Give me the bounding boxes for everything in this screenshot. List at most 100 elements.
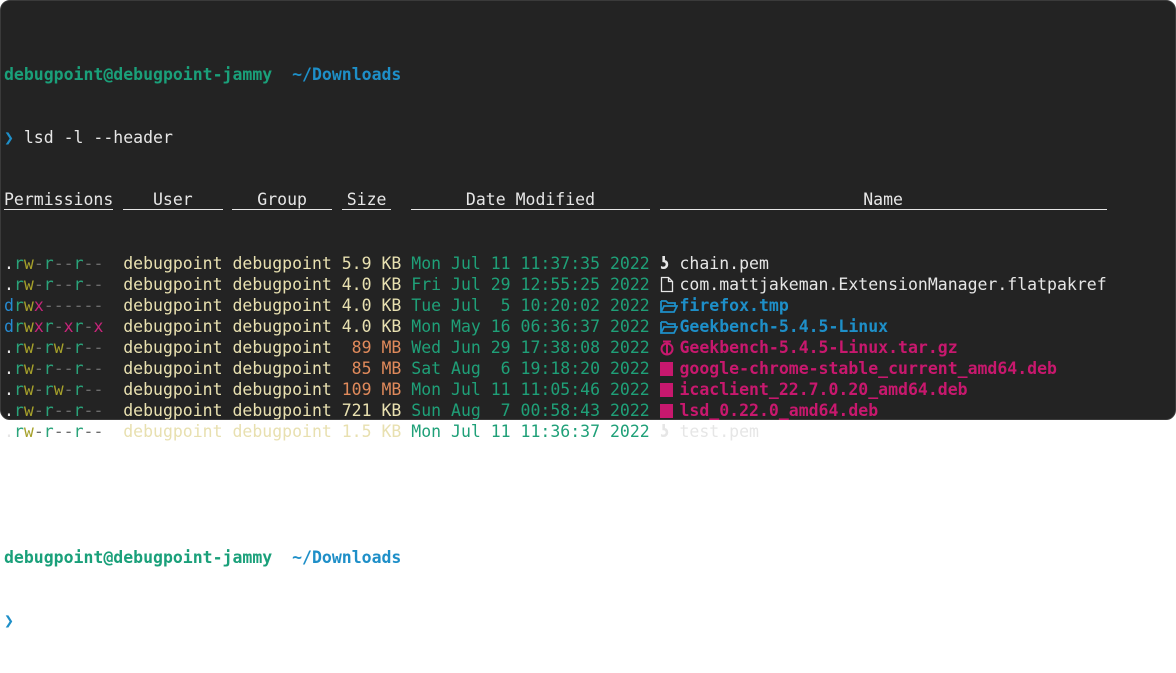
command-line: ❯ lsd -l --header xyxy=(4,127,401,148)
file-name-text: icaclient_22.7.0.20_amd64.deb xyxy=(679,380,968,399)
file-name-text: firefox.tmp xyxy=(679,296,789,315)
date-modified: Mon May 16 06:36:37 2022 xyxy=(411,317,650,336)
date-modified: Mon Jul 11 11:36:37 2022 xyxy=(411,422,650,441)
command-text: lsd -l --header xyxy=(23,128,173,147)
file-name-text: test.pem xyxy=(679,422,759,441)
file-name[interactable]: icaclient_22.7.0.20_amd64.deb xyxy=(659,379,968,400)
size: 109 MB xyxy=(341,380,402,399)
file-name[interactable]: Geekbench-5.4.5-Linux xyxy=(659,316,889,337)
permissions: .rw-rw-r-- xyxy=(4,380,104,399)
size: 4.0 KB xyxy=(341,317,402,336)
permissions: .rw-r--r-- xyxy=(4,254,104,273)
prompt-user-host: debugpoint@debugpoint-jammy xyxy=(4,548,273,567)
size: 5.9 KB xyxy=(341,254,402,273)
user: debugpoint xyxy=(123,254,223,273)
user: debugpoint xyxy=(123,296,223,315)
group: debugpoint xyxy=(232,254,332,273)
permissions: drwxr-xr-x xyxy=(4,317,104,336)
file-row[interactable]: .rw-r--r-- debugpoint debugpoint 85 MB Sat … xyxy=(4,358,1057,379)
package-icon xyxy=(659,400,680,421)
permissions: drwx------ xyxy=(4,296,104,315)
user: debugpoint xyxy=(123,338,223,357)
prompt-line: debugpoint@debugpoint-jammy ~/Downloads xyxy=(4,547,401,568)
key-icon: ʖ xyxy=(659,422,670,441)
date-modified: Wed Jun 29 17:38:08 2022 xyxy=(411,338,650,357)
file-row[interactable]: drwx------ debugpoint debugpoint 4.0 KB Tue … xyxy=(4,295,789,316)
permissions: .rw-r--r-- xyxy=(4,422,104,441)
header-date: Date Modified xyxy=(411,190,650,210)
blank-line xyxy=(4,484,401,505)
input-line[interactable]: ❯ xyxy=(4,610,401,631)
file-row[interactable]: .rw-rw-r-- debugpoint debugpoint 89 MB Wed … xyxy=(4,337,958,358)
size: 721 KB xyxy=(341,401,402,420)
header-user: User xyxy=(123,190,223,210)
package-icon xyxy=(659,358,680,379)
prompt-user-host: debugpoint@debugpoint-jammy xyxy=(4,65,273,84)
date-modified: Mon Jul 11 11:05:46 2022 xyxy=(411,380,650,399)
prompt-chevron-icon: ❯ xyxy=(4,128,14,147)
date-modified: Tue Jul 5 10:20:02 2022 xyxy=(411,296,650,315)
file-name-text: lsd_0.22.0_amd64.deb xyxy=(679,401,879,420)
user: debugpoint xyxy=(123,317,223,336)
file-row[interactable]: .rw-r--r-- debugpoint debugpoint 721 KB Sun … xyxy=(4,400,878,421)
prompt-path: ~/Downloads xyxy=(292,65,402,84)
file-name[interactable]: com.mattjakeman.ExtensionManager.flatpak… xyxy=(660,274,1107,295)
terminal-window: debugpoint@debugpoint-jammy ~/Downloads … xyxy=(0,0,1176,630)
user: debugpoint xyxy=(123,275,223,294)
group: debugpoint xyxy=(232,296,332,315)
user: debugpoint xyxy=(123,380,223,399)
user: debugpoint xyxy=(123,401,223,420)
file-name-text: Geekbench-5.4.5-Linux xyxy=(679,317,889,336)
group: debugpoint xyxy=(232,338,332,357)
key-icon: ʖ xyxy=(659,254,670,273)
file-name[interactable]: google-chrome-stable_current_amd64.deb xyxy=(659,358,1057,379)
date-modified: Sun Aug 7 00:58:43 2022 xyxy=(411,401,650,420)
file-name[interactable]: ʖ test.pem xyxy=(660,421,759,442)
user: debugpoint xyxy=(123,422,223,441)
file-row[interactable]: .rw-rw-r-- debugpoint debugpoint 109 MB Mon … xyxy=(4,379,968,400)
file-row[interactable]: .rw-r--r-- debugpoint debugpoint 5.9 KB Mon … xyxy=(4,253,769,274)
group: debugpoint xyxy=(232,359,332,378)
group: debugpoint xyxy=(232,275,332,294)
file-name[interactable]: firefox.tmp xyxy=(659,295,789,316)
file-name-text: chain.pem xyxy=(679,254,769,273)
prompt-line: debugpoint@debugpoint-jammy ~/Downloads xyxy=(4,64,401,85)
file-row[interactable]: .rw-r--r-- debugpoint debugpoint 1.5 KB Mon … xyxy=(4,421,759,442)
archive-icon xyxy=(660,337,680,358)
date-modified: Fri Jul 29 12:55:25 2022 xyxy=(411,275,650,294)
file-icon xyxy=(660,274,680,295)
file-list: .rw-r--r-- debugpoint debugpoint 5.9 KB Mon … xyxy=(4,253,1107,442)
file-name-text: Geekbench-5.4.5-Linux.tar.gz xyxy=(679,338,958,357)
group: debugpoint xyxy=(232,401,332,420)
permissions: .rw-r--r-- xyxy=(4,275,104,294)
permissions: .rw-rw-r-- xyxy=(4,338,104,357)
size: 4.0 KB xyxy=(341,296,402,315)
prompt-path: ~/Downloads xyxy=(292,548,402,567)
folder-icon xyxy=(659,316,680,337)
group: debugpoint xyxy=(232,422,332,441)
file-row[interactable]: .rw-r--r-- debugpoint debugpoint 4.0 KB Fri … xyxy=(4,274,1107,295)
folder-icon xyxy=(659,295,680,316)
size: 4.0 KB xyxy=(341,275,402,294)
header-permissions: Permissions xyxy=(4,190,114,210)
date-modified: Sat Aug 6 19:18:20 2022 xyxy=(411,359,650,378)
file-name[interactable]: lsd_0.22.0_amd64.deb xyxy=(659,400,879,421)
size: 89 MB xyxy=(341,338,402,357)
header-name: Name xyxy=(659,190,1107,210)
file-name[interactable]: ʖ chain.pem xyxy=(660,253,769,274)
size: 1.5 KB xyxy=(341,422,402,441)
table-header: Permissions User Group Size Date Modifie… xyxy=(4,190,1107,211)
file-name-text: com.mattjakeman.ExtensionManager.flatpak… xyxy=(679,275,1107,294)
file-row[interactable]: drwxr-xr-x debugpoint debugpoint 4.0 KB Mon … xyxy=(4,316,888,337)
permissions: .rw-r--r-- xyxy=(4,401,104,420)
group: debugpoint xyxy=(232,317,332,336)
file-name[interactable]: Geekbench-5.4.5-Linux.tar.gz xyxy=(660,337,958,358)
package-icon xyxy=(659,379,680,400)
file-name-text: google-chrome-stable_current_amd64.deb xyxy=(679,359,1057,378)
date-modified: Mon Jul 11 11:37:35 2022 xyxy=(411,254,650,273)
user: debugpoint xyxy=(123,359,223,378)
prompt-chevron-icon: ❯ xyxy=(4,611,14,630)
terminal-output: debugpoint@debugpoint-jammy ~/Downloads … xyxy=(4,22,1107,673)
header-size: Size xyxy=(341,190,392,210)
group: debugpoint xyxy=(232,380,332,399)
